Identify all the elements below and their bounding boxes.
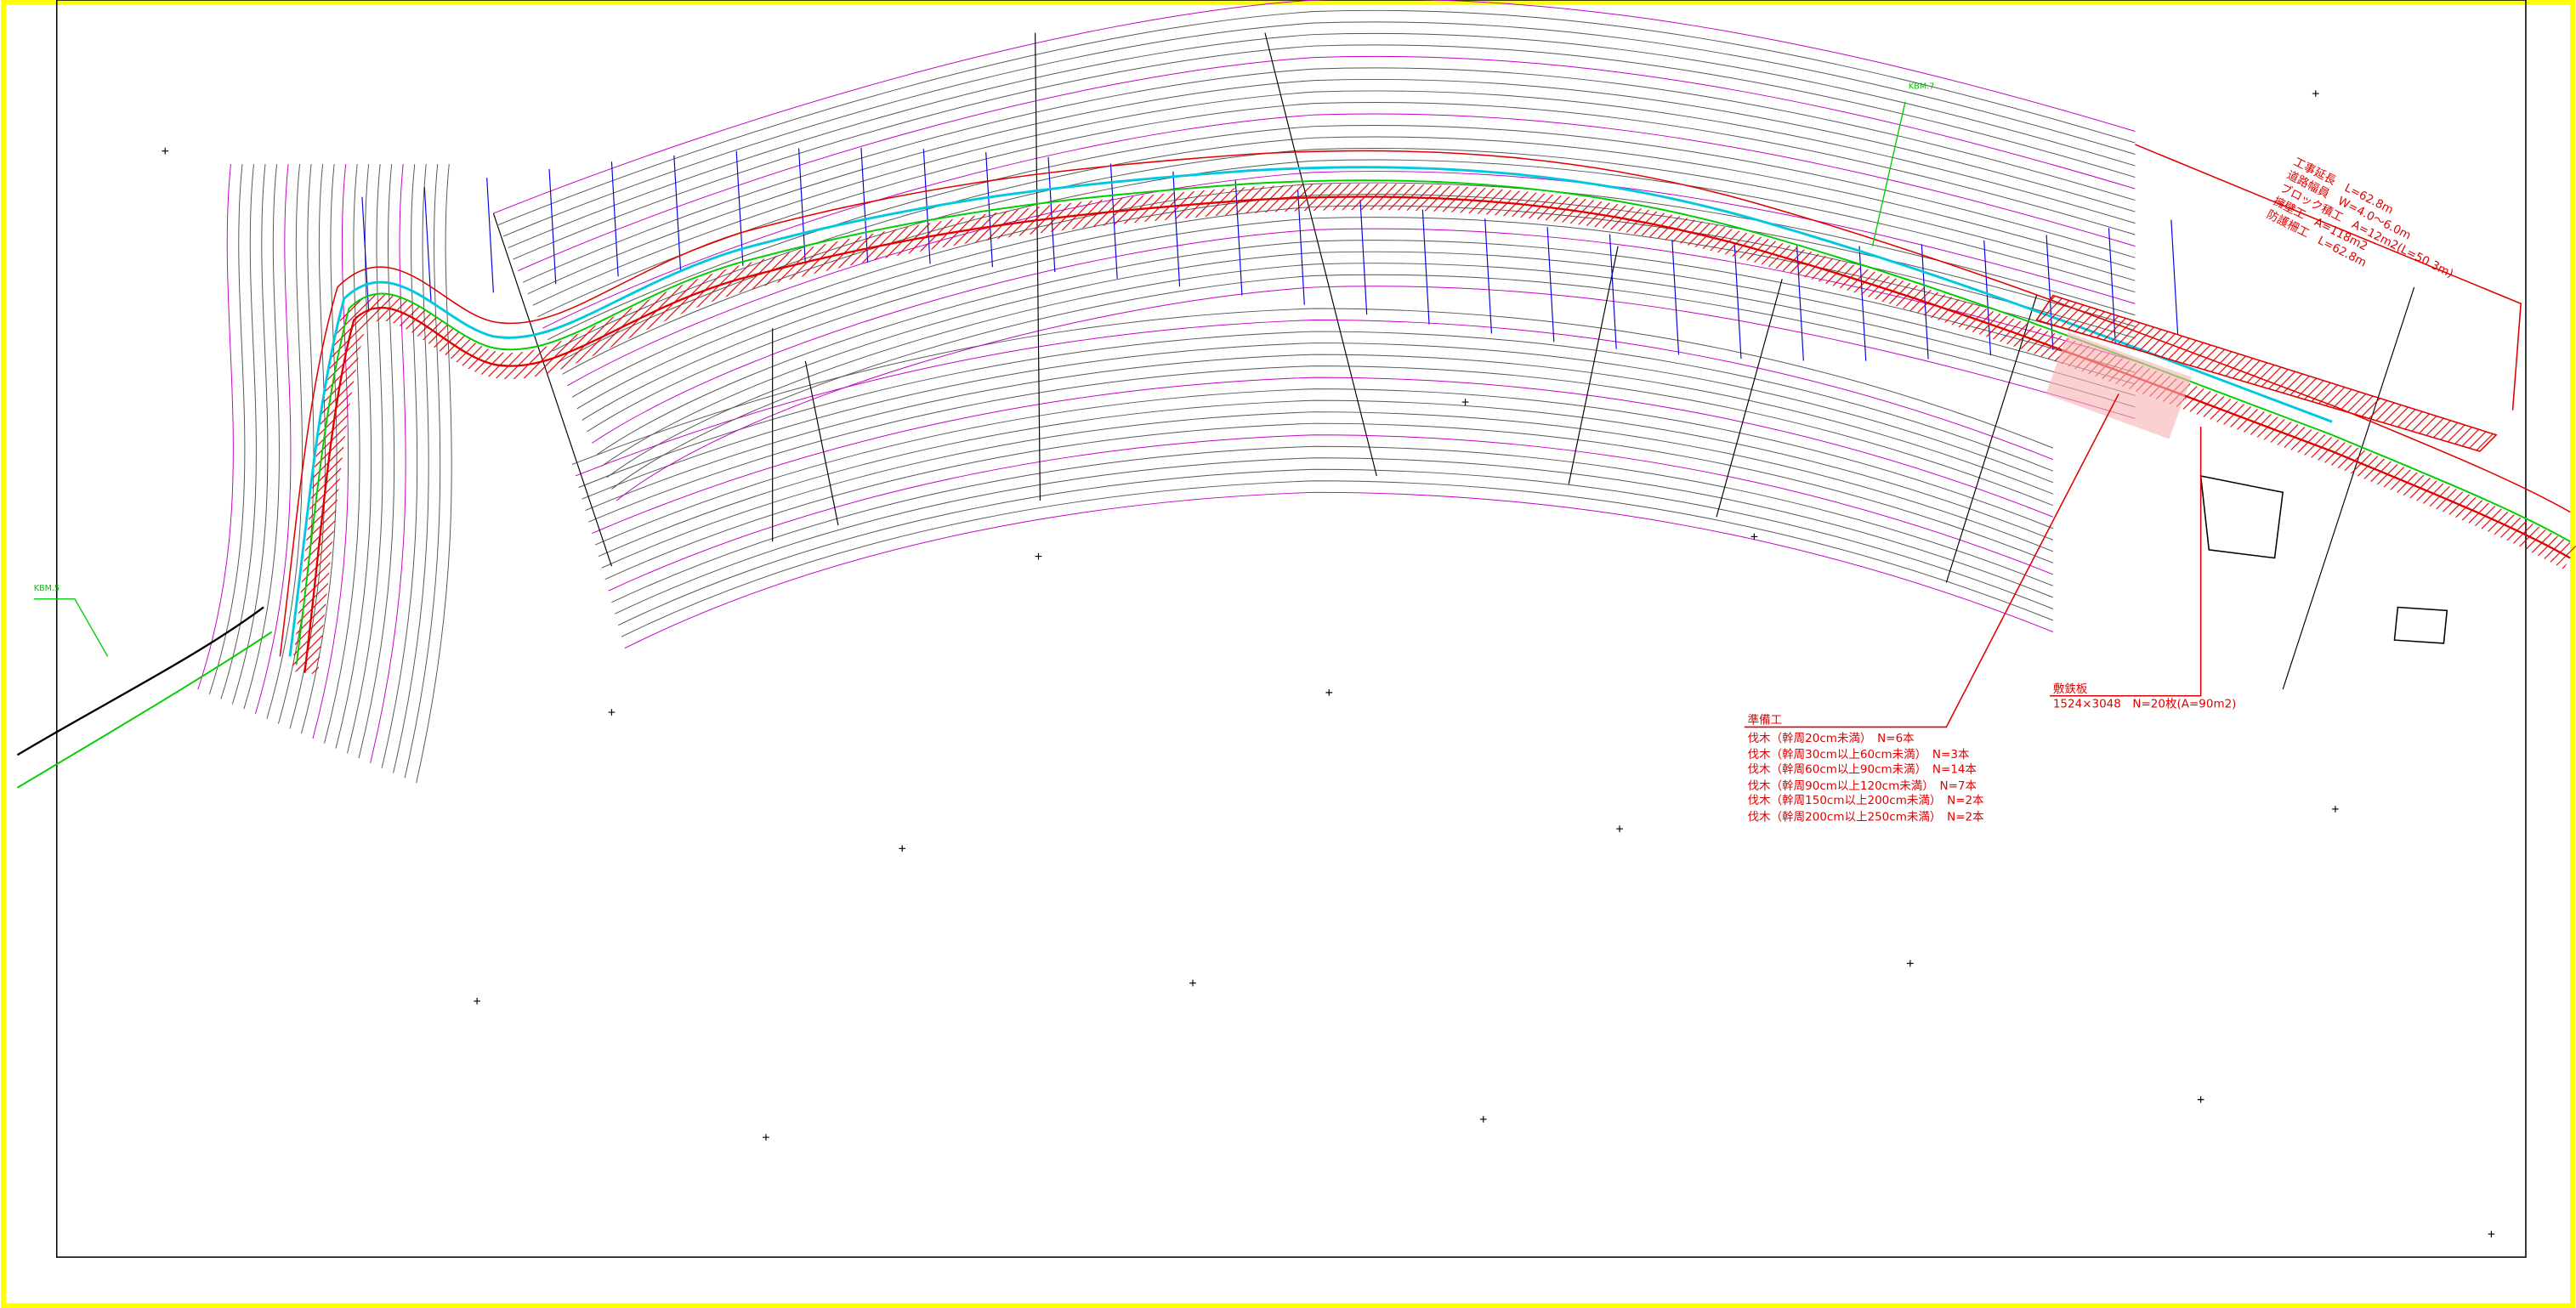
- prep-item: 伐木（幹周30cm以上60cm未満） N=3本: [1748, 747, 1970, 762]
- prep-title: 準備工: [1748, 714, 1783, 728]
- page: 工事延長 L=62.8m 道路幅員 W=4.0～6.0m ブロック積工 A=12…: [0, 0, 2576, 1308]
- cad-drawing: 工事延長 L=62.8m 道路幅員 W=4.0～6.0m ブロック積工 A=12…: [0, 0, 2576, 1308]
- prep-item: 伐木（幹周60cm以上90cm未満） N=14本: [1748, 762, 1977, 776]
- prep-item: 伐木（幹周150cm以上200cm未満） N=2本: [1748, 793, 1984, 807]
- prep-item: 伐木（幹周90cm以上120cm未満） N=7本: [1748, 779, 1977, 793]
- steel-spec: 1524×3048 N=20枚(A=90m2): [2053, 697, 2237, 711]
- prep-item: 伐木（幹周200cm以上250cm未満） N=2本: [1748, 809, 1984, 824]
- steel-title: 敷鉄板: [2053, 682, 2088, 696]
- benchmark: KBM.5: [34, 584, 60, 593]
- prep-item: 伐木（幹周20cm未満） N=6本: [1748, 731, 1915, 745]
- benchmark: KBM.7: [1909, 82, 1934, 91]
